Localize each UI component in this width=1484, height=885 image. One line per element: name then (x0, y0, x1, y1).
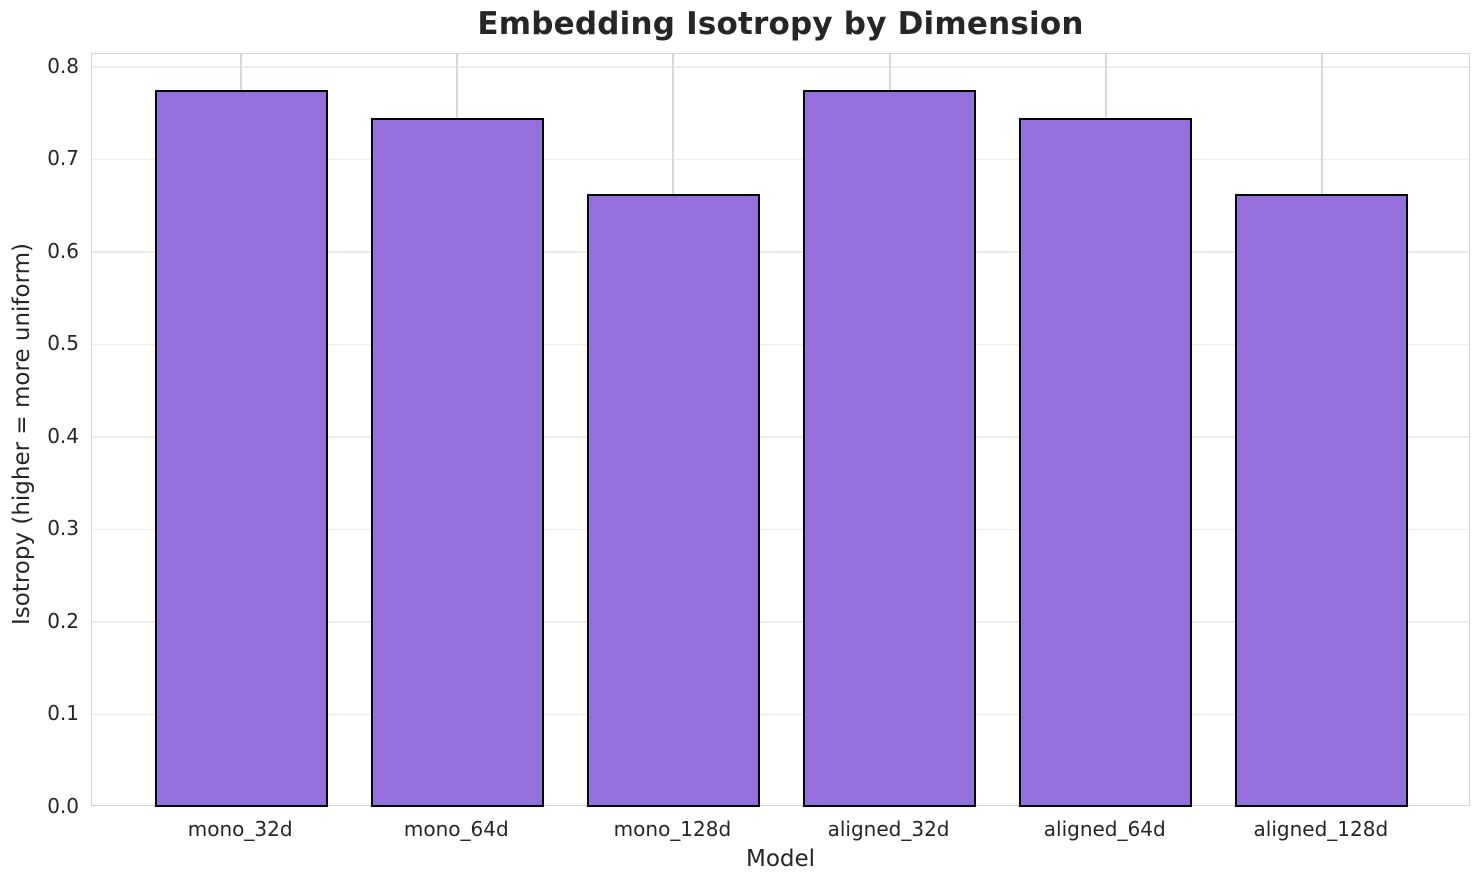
bar-aligned_64d (1019, 117, 1193, 807)
y-tick-label: 0.3 (47, 516, 79, 541)
y-tick-label: 0.6 (47, 238, 79, 263)
y-tick-label: 0.4 (47, 423, 79, 448)
y-tick-label: 0.1 (47, 701, 79, 726)
x-tick-label-aligned_128d: aligned_128d (1253, 817, 1389, 841)
bar-aligned_32d (803, 90, 977, 807)
y-tick-label: 0.0 (47, 794, 79, 818)
bar-mono_128d (586, 193, 760, 807)
x-tick-label-aligned_32d: aligned_32d (827, 817, 950, 841)
plot-area (91, 53, 1470, 807)
y-tick-label: 0.2 (47, 608, 79, 633)
x-tick-label-aligned_64d: aligned_64d (1043, 817, 1166, 841)
x-tick-label-mono_128d: mono_128d (613, 817, 732, 841)
x-tick-label-mono_32d: mono_32d (187, 817, 293, 841)
bar-aligned_128d (1235, 193, 1409, 807)
y-tick-label: 0.8 (47, 53, 79, 78)
gridline-y-0.2 (92, 621, 1469, 623)
gridline-y-0.1 (92, 713, 1469, 716)
bar-mono_32d (154, 90, 328, 807)
x-axis-label: Model (745, 846, 816, 872)
chart-title: Embedding Isotropy by Dimension (477, 6, 1084, 42)
x-tick-label-mono_64d: mono_64d (403, 817, 509, 841)
gridline-y-0.6 (92, 251, 1469, 253)
gridline-y-0.5 (92, 343, 1469, 346)
y-tick-label: 0.7 (47, 146, 79, 171)
gridline-y-0.3 (92, 528, 1469, 531)
gridline-y-0.4 (92, 436, 1469, 438)
gridline-y-0.7 (92, 158, 1469, 161)
gridline-y-0.8 (92, 66, 1469, 68)
y-tick-label: 0.5 (47, 331, 79, 356)
bar-mono_64d (370, 117, 544, 807)
